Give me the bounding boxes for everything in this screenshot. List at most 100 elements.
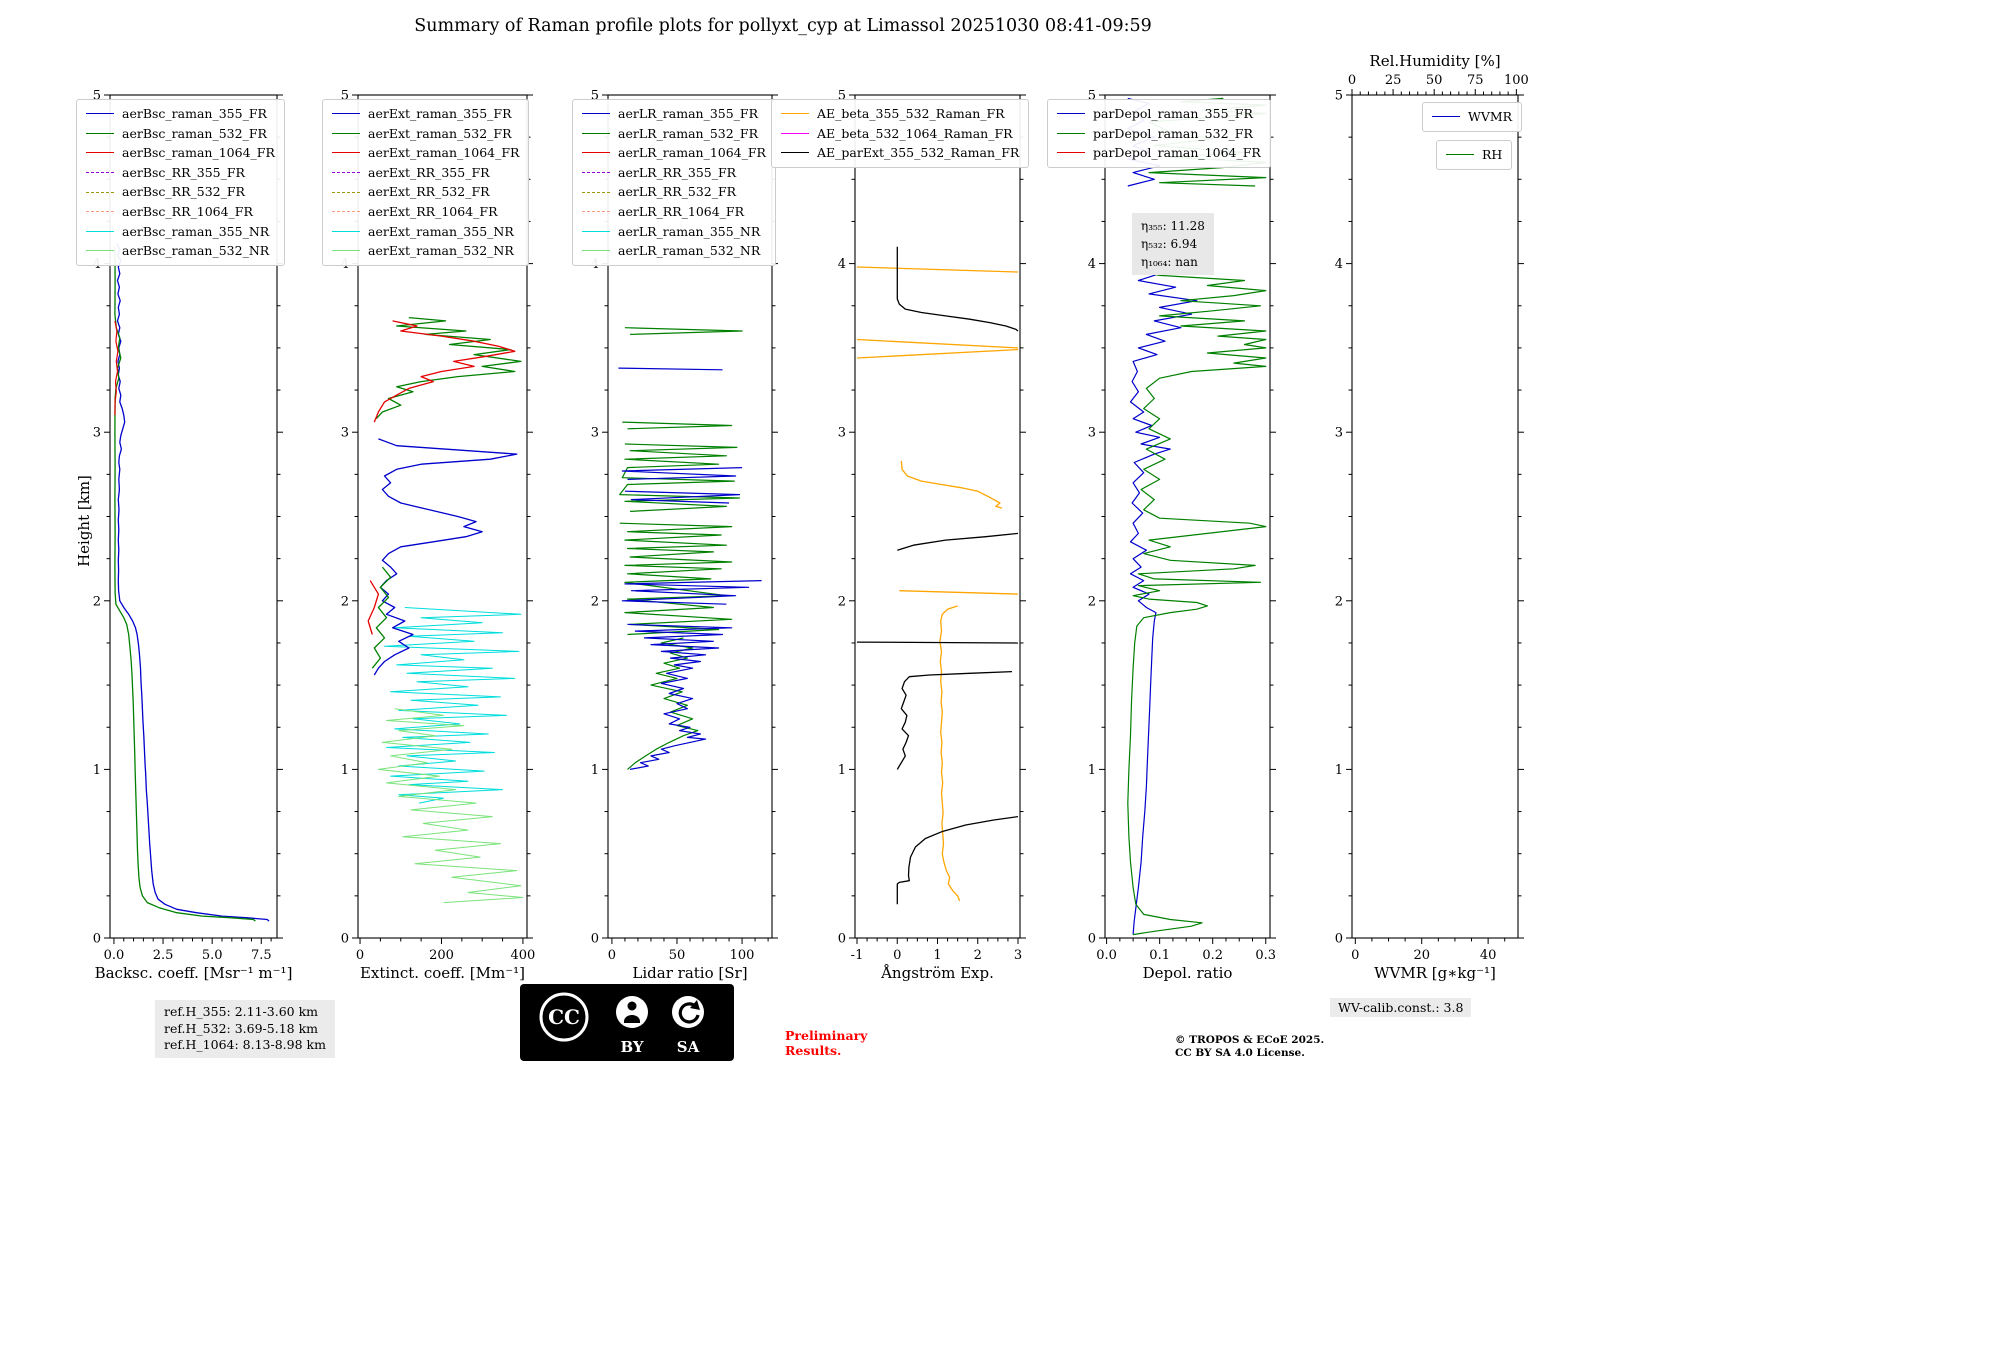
legend-line-sample: [332, 132, 360, 134]
series-AE_beta_355_532_Raman_FR: [900, 460, 1003, 509]
legend-line-sample: [1446, 154, 1474, 156]
legend-line-sample: [582, 172, 610, 174]
legend-label: aerExt_raman_355_FR: [368, 106, 512, 121]
svg-text:5: 5: [93, 89, 101, 104]
legend-label: RH: [1482, 147, 1503, 162]
series-AE_parExt_355_532_Raman_FR: [856, 641, 1019, 644]
copyright-note: © TROPOS & ECoE 2025. CC BY SA 4.0 Licen…: [1175, 1034, 1324, 1060]
legend: WVMR: [1422, 102, 1523, 132]
x-axis-label-extinction: Extinct. coeff. [Mm⁻¹]: [360, 964, 525, 982]
legend-label: aerBsc_raman_532_NR: [122, 243, 270, 259]
series-aerExt_raman_1064_FR: [373, 320, 516, 423]
legend-line-sample: [86, 113, 114, 115]
legend-label: aerBsc_RR_532_FR: [122, 184, 245, 200]
legend-line-sample: [582, 113, 610, 115]
legend: aerLR_raman_355_FR aerLR_raman_532_FR aerL…: [572, 99, 776, 266]
x-axis-label-angstroem: Ångström Exp.: [880, 964, 994, 982]
svg-text:2: 2: [838, 594, 846, 609]
preliminary-line-2: Results.: [785, 1043, 842, 1058]
svg-text:0: 0: [838, 932, 846, 947]
cc-person-icon: [616, 996, 648, 1028]
svg-text:7.5: 7.5: [251, 948, 272, 963]
svg-text:400: 400: [511, 948, 536, 963]
svg-text:5.0: 5.0: [202, 948, 223, 963]
legend-label: aerExt_RR_1064_FR: [368, 203, 498, 219]
legend: aerBsc_raman_355_FR aerBsc_raman_532_FR ae…: [76, 99, 285, 266]
series-AE_parExt_355_532_Raman_FR: [897, 532, 1019, 551]
copyright-line-1: © TROPOS & ECoE 2025.: [1175, 1034, 1325, 1046]
legend-line-sample: [332, 172, 360, 174]
series-aerLR_raman_532_FR: [619, 522, 733, 636]
svg-text:0.0: 0.0: [1096, 948, 1117, 963]
legend-line-sample: [86, 132, 114, 134]
panel-angstroem: 0 1 2 3 4 5 -1 0 1 2 3 Ångström Exp.: [838, 89, 1026, 982]
ref-h-1064: ref.H_1064: 8.13-8.98 km: [164, 1037, 326, 1052]
series-aerExt_raman_355_NR: [384, 607, 522, 804]
legend-line-sample: [781, 152, 809, 154]
ref-height-annotation: ref.H_355: 2.11-3.60 km ref.H_532: 3.69-…: [155, 1000, 335, 1058]
svg-text:3: 3: [93, 426, 101, 441]
series-aerExt_raman_1064_FR: [367, 580, 380, 635]
series-aerLR_raman_532_FR: [624, 327, 743, 335]
legend-label: aerLR_RR_1064_FR: [618, 203, 745, 219]
legend-line-sample: [332, 211, 360, 213]
svg-text:5: 5: [838, 89, 846, 104]
svg-text:2: 2: [93, 594, 101, 609]
legend-line-sample: [332, 191, 360, 193]
series-parDepol_raman_355_FR: [1129, 268, 1198, 935]
legend-label: AE_beta_532_1064_Raman_FR: [817, 125, 1013, 141]
svg-text:3: 3: [341, 426, 349, 441]
series-AE_beta_355_532_Raman_FR: [856, 266, 1019, 273]
legend-label: aerExt_raman_532_FR: [368, 125, 512, 141]
x-axis-label-lidar-ratio: Lidar ratio [Sr]: [632, 964, 747, 982]
svg-text:-1: -1: [851, 948, 864, 963]
svg-text:75: 75: [1467, 73, 1484, 88]
cc-badge-graphic: CC BY SA: [539, 992, 704, 1056]
svg-text:2: 2: [341, 594, 349, 609]
legend-label: aerLR_RR_532_FR: [618, 184, 737, 200]
series-aerExt_raman_532_FR: [371, 566, 392, 669]
legend-label: aerBsc_raman_355_NR: [122, 223, 270, 239]
legend-line-sample: [1057, 113, 1085, 115]
legend-line-sample: [582, 230, 610, 232]
svg-text:3: 3: [1014, 948, 1022, 963]
svg-text:25: 25: [1385, 73, 1402, 88]
svg-text:0: 0: [93, 932, 101, 947]
x-axis-label-wvmr: WVMR [g∗kg⁻¹]: [1374, 964, 1496, 982]
legend-label: aerBsc_RR_355_FR: [122, 164, 245, 180]
svg-text:0: 0: [591, 932, 599, 947]
series-AE_beta_355_532_Raman_FR: [856, 338, 1019, 349]
legend-line-sample: [86, 230, 114, 232]
svg-text:2: 2: [1335, 594, 1343, 609]
legend-line-sample: [1057, 132, 1085, 134]
svg-text:2: 2: [591, 594, 599, 609]
cc-logo-icon: [539, 992, 589, 1042]
legend-line-sample: [332, 113, 360, 115]
svg-text:2.5: 2.5: [153, 948, 174, 963]
svg-text:50: 50: [669, 948, 686, 963]
svg-text:0.2: 0.2: [1202, 948, 1223, 963]
svg-text:3: 3: [591, 426, 599, 441]
series-parDepol_raman_532_FR: [1127, 269, 1267, 936]
legend-line-sample: [582, 132, 610, 134]
legend-label: aerExt_raman_355_NR: [368, 223, 514, 239]
legend-label: aerExt_raman_532_NR: [368, 243, 514, 259]
legend-line-sample: [86, 211, 114, 213]
preliminary-line-1: Preliminary: [785, 1028, 868, 1043]
eta-532-value: η₅₃₂: 6.94: [1141, 237, 1198, 251]
legend-label: AE_beta_355_532_Raman_FR: [817, 106, 1005, 121]
svg-text:1: 1: [591, 763, 599, 778]
svg-text:5: 5: [1335, 89, 1343, 104]
legend-line-sample: [1057, 152, 1085, 154]
cc-logo-text: CC: [548, 1005, 580, 1029]
legend-label: AE_parExt_355_532_Raman_FR: [817, 145, 1020, 161]
series-aerExt_raman_532_FR: [375, 316, 522, 420]
legend-label: WVMR: [1468, 109, 1513, 124]
svg-text:1: 1: [341, 763, 349, 778]
legend-label: aerLR_RR_355_FR: [618, 164, 737, 180]
series-AE_beta_355_532_Raman_FR: [899, 590, 1019, 595]
series-AE_beta_355_532_Raman_FR: [856, 348, 1019, 359]
